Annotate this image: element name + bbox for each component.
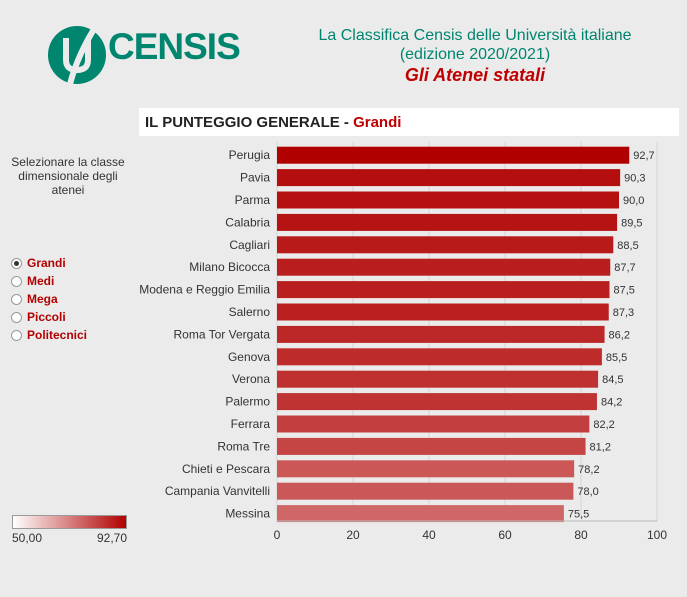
- title-block: La Classifica Censis delle Università it…: [296, 26, 654, 85]
- x-tick-label: 80: [574, 528, 588, 542]
- value-label: 78,0: [577, 486, 598, 498]
- bar[interactable]: [277, 437, 586, 455]
- category-label: Modena e Reggio Emilia: [139, 283, 270, 297]
- category-label: Cagliari: [229, 238, 270, 252]
- value-label: 85,5: [606, 352, 627, 364]
- category-label: Pavia: [240, 171, 270, 185]
- bar[interactable]: [277, 281, 610, 299]
- bar[interactable]: [277, 325, 605, 343]
- category-label: Palermo: [225, 395, 270, 409]
- x-tick-label: 40: [422, 528, 436, 542]
- category-label: Messina: [225, 507, 270, 521]
- title-line-1: La Classifica Censis delle Università it…: [318, 27, 632, 44]
- category-label: Chieti e Pescara: [182, 462, 270, 476]
- color-legend-bar: [12, 515, 127, 529]
- bar[interactable]: [277, 460, 575, 478]
- x-tick-label: 60: [498, 528, 512, 542]
- title-line-2: (edizione 2020/2021): [399, 46, 551, 63]
- category-label: Milano Bicocca: [189, 260, 270, 274]
- radio-label: Grandi: [27, 256, 66, 270]
- category-label: Roma Tre: [217, 439, 270, 453]
- panel-header: IL PUNTEGGIO GENERALE - Grandi: [139, 108, 679, 136]
- value-label: 90,0: [623, 195, 644, 207]
- bar[interactable]: [277, 505, 564, 523]
- radio-button[interactable]: [11, 311, 22, 323]
- radio-label: Politecnici: [27, 328, 88, 342]
- value-label: 87,7: [614, 262, 635, 274]
- value-label: 78,2: [578, 464, 599, 476]
- bar[interactable]: [277, 303, 609, 321]
- radio-option-grandi[interactable]: Grandi: [11, 254, 87, 272]
- value-label: 89,5: [621, 217, 642, 229]
- x-tick-label: 20: [346, 528, 360, 542]
- subtitle: Gli Atenei statali: [404, 65, 546, 85]
- value-label: 84,2: [601, 397, 622, 409]
- radio-button[interactable]: [11, 293, 22, 305]
- legend-min-label: 50,00: [12, 531, 43, 545]
- panel-heading-class: Grandi: [353, 114, 402, 131]
- radio-option-piccoli[interactable]: Piccoli: [11, 308, 87, 326]
- class-radio-group: Grandi Medi Mega Piccoli Politecnici: [11, 254, 87, 344]
- radio-button[interactable]: [11, 275, 22, 287]
- bar[interactable]: [277, 236, 614, 254]
- value-label: 88,5: [617, 240, 638, 252]
- bar[interactable]: [277, 213, 618, 231]
- panel-heading: IL PUNTEGGIO GENERALE - Grandi: [145, 114, 401, 131]
- class-selector-label: Selezionare la classe dimensionale degli…: [11, 155, 125, 197]
- category-label: Perugia: [229, 148, 271, 162]
- bar[interactable]: [277, 393, 597, 411]
- radio-option-politecnici[interactable]: Politecnici: [11, 326, 87, 344]
- radio-label: Mega: [27, 292, 58, 306]
- value-label: 81,2: [590, 441, 611, 453]
- bar[interactable]: [277, 191, 619, 209]
- radio-label: Medi: [27, 274, 55, 288]
- value-label: 84,5: [602, 374, 623, 386]
- bar[interactable]: [277, 348, 602, 366]
- category-label: Ferrara: [231, 417, 271, 431]
- bar[interactable]: [277, 169, 621, 187]
- value-label: 87,5: [614, 285, 635, 297]
- radio-option-mega[interactable]: Mega: [11, 290, 87, 308]
- bar[interactable]: [277, 258, 611, 276]
- x-tick-label: 0: [274, 528, 281, 542]
- value-label: 82,2: [593, 419, 614, 431]
- category-label: Salerno: [229, 305, 271, 319]
- brand-name: CENSIS: [108, 26, 241, 67]
- value-label: 75,5: [568, 509, 589, 521]
- value-label: 90,3: [624, 173, 645, 185]
- category-label: Roma Tor Vergata: [174, 327, 271, 341]
- value-label: 92,7: [633, 150, 654, 162]
- category-label: Genova: [228, 350, 270, 364]
- value-label: 86,2: [609, 329, 630, 341]
- bar[interactable]: [277, 415, 590, 433]
- category-label: Calabria: [225, 215, 270, 229]
- category-label: Verona: [232, 372, 270, 386]
- bar[interactable]: [277, 482, 574, 500]
- panel-heading-label: IL PUNTEGGIO GENERALE -: [145, 114, 354, 131]
- legend-max-label: 92,70: [97, 531, 128, 545]
- radio-label: Piccoli: [27, 310, 66, 324]
- x-tick-label: 100: [647, 528, 667, 542]
- radio-button[interactable]: [11, 329, 22, 341]
- censis-logo: [48, 24, 106, 85]
- bar[interactable]: [277, 370, 599, 388]
- bar[interactable]: [277, 146, 630, 164]
- category-label: Campania Vanvitelli: [165, 484, 270, 498]
- radio-button[interactable]: [11, 257, 22, 269]
- category-label: Parma: [235, 193, 271, 207]
- radio-option-medi[interactable]: Medi: [11, 272, 87, 290]
- value-label: 87,3: [613, 307, 634, 319]
